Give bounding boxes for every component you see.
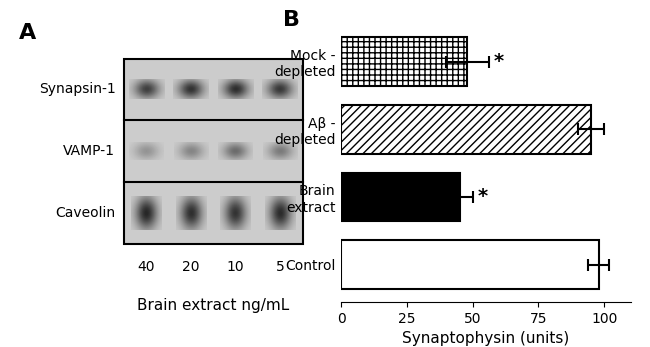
X-axis label: Synaptophysin (units): Synaptophysin (units) xyxy=(402,331,569,346)
Text: 40: 40 xyxy=(138,260,155,274)
FancyBboxPatch shape xyxy=(124,120,302,182)
Text: 10: 10 xyxy=(227,260,244,274)
Text: Synapsin-1: Synapsin-1 xyxy=(38,83,116,96)
Text: 5: 5 xyxy=(276,260,285,274)
Text: A: A xyxy=(19,24,36,43)
Bar xyxy=(341,105,591,154)
Bar xyxy=(341,240,599,289)
Text: *: * xyxy=(494,52,504,71)
Text: Brain extract ng/mL: Brain extract ng/mL xyxy=(137,298,289,313)
Text: 20: 20 xyxy=(182,260,200,274)
FancyBboxPatch shape xyxy=(124,59,302,120)
Text: Caveolin: Caveolin xyxy=(55,206,116,220)
Bar xyxy=(341,172,460,221)
Bar xyxy=(341,37,467,86)
Text: B: B xyxy=(283,10,300,31)
Text: *: * xyxy=(478,187,488,206)
Text: VAMP-1: VAMP-1 xyxy=(64,144,116,158)
FancyBboxPatch shape xyxy=(124,182,302,244)
